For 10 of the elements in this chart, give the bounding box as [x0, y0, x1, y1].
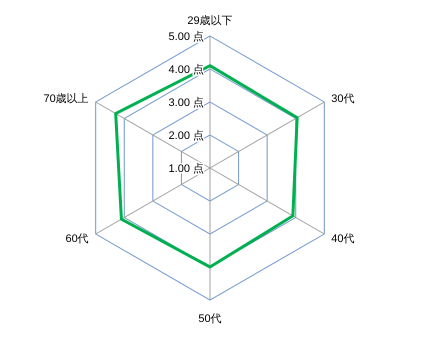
spoke-label: 60代 [66, 233, 89, 245]
spoke-label: 29歳以下 [187, 14, 233, 27]
y-tick-label: 5.00 点 [168, 30, 204, 43]
spoke-label: 70歳以上 [44, 92, 89, 105]
spoke-label: 30代 [331, 93, 354, 105]
y-tick-label: 4.00 点 [168, 63, 204, 76]
spoke-label: 40代 [331, 233, 354, 245]
spoke-label: 50代 [198, 313, 222, 325]
y-tick-label: 3.00 点 [168, 96, 204, 109]
y-tick-label: 2.00 点 [168, 129, 204, 142]
